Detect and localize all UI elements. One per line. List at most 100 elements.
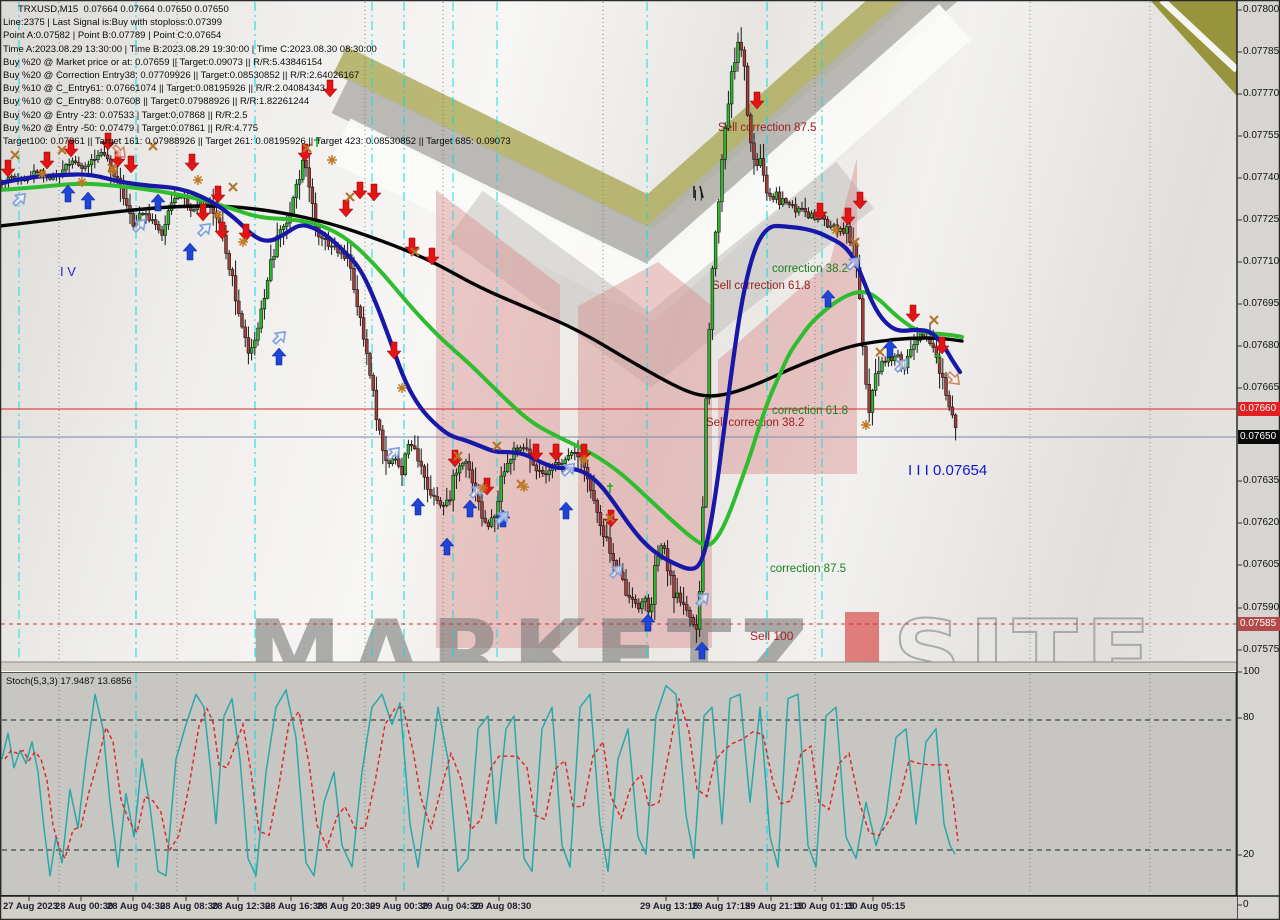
watermark-m-middle <box>578 262 712 648</box>
exit-cross-icon <box>453 451 463 461</box>
candle <box>912 344 916 350</box>
exit-cross-icon <box>10 150 20 160</box>
candle <box>243 326 247 338</box>
candle <box>486 521 491 527</box>
candle <box>265 279 270 299</box>
candle <box>393 458 398 461</box>
candle <box>105 154 110 160</box>
candle <box>931 343 935 348</box>
time-axis-label: 30 Aug 05:15 <box>847 901 906 912</box>
price-axis-label: 0.07740 <box>1243 172 1280 183</box>
candle <box>601 525 606 537</box>
buy-entry-50-line: Buy %20 @ Entry -50: 0.07479 | Target:0.… <box>3 122 259 134</box>
times-line: Time A:2023.08.29 13:30:00 | Time B:2023… <box>3 43 377 55</box>
chart-annotation: Sell correction 87.5 <box>718 122 816 134</box>
candle <box>710 268 715 330</box>
stoch-axis-label: 80 <box>1243 712 1255 723</box>
sell-arrow-icon <box>386 341 402 360</box>
exit-cross-icon <box>345 192 355 202</box>
buy-entry88-line: Buy %10 @ C_Entry88: 0.07608 || Target:0… <box>3 96 310 108</box>
candle <box>301 159 305 180</box>
candle <box>464 461 468 464</box>
candle <box>563 459 567 464</box>
hollow-up-arrow-icon <box>694 592 710 608</box>
watermark-corner-stripe <box>1159 1 1237 73</box>
candle <box>733 62 737 72</box>
candle <box>147 213 151 221</box>
candle <box>633 598 638 604</box>
price-axis-label: 0.07695 <box>1243 298 1280 309</box>
time-axis-label: 30 Aug 01:15 <box>796 901 855 912</box>
candle <box>64 163 68 171</box>
candle <box>329 245 334 248</box>
price-axis-label: 0.07635 <box>1243 475 1280 486</box>
buy-arrow-icon <box>150 193 166 212</box>
candle <box>160 229 164 236</box>
candle <box>825 219 830 228</box>
star-marker-icon <box>238 237 248 247</box>
candle <box>611 553 615 561</box>
candle <box>672 574 676 599</box>
buy-market-line: Buy %20 @ Market price or at: 0.07659 ||… <box>3 56 323 68</box>
candle <box>758 158 763 166</box>
candle <box>595 500 599 513</box>
points-line: Point A:0.07582 | Point B:0.07789 | Poin… <box>3 30 222 42</box>
candle <box>787 202 791 205</box>
sell-arrow-icon <box>123 155 139 174</box>
time-axis-label: 28 Aug 04:30 <box>107 901 166 912</box>
price-axis-label: 0.07680 <box>1243 340 1280 351</box>
price-axis-label: 0.07710 <box>1243 256 1280 267</box>
hollow-down-arrow-icon <box>945 370 961 386</box>
candle <box>534 464 539 472</box>
candle <box>457 465 462 474</box>
time-axis-label: 28 Aug 12:30 <box>212 901 271 912</box>
price-axis-label: 0.07605 <box>1243 559 1280 570</box>
candle <box>752 142 756 160</box>
candle <box>557 462 561 465</box>
candle <box>937 357 942 374</box>
candle <box>877 371 881 375</box>
time-axis-label: 29 Aug 21:15 <box>745 901 804 912</box>
candle <box>768 192 772 197</box>
hollow-up-arrow-icon <box>271 330 287 346</box>
signal-info-panel: TRXUSD,M15 0.07664 0.07664 0.07650 0.076… <box>3 3 511 148</box>
candle <box>953 414 958 428</box>
sell-arrow-icon <box>238 223 254 242</box>
exit-cross-icon <box>929 315 939 325</box>
price-axis-label: 0.07665 <box>1243 382 1280 393</box>
candle <box>797 207 801 213</box>
star-marker-icon <box>327 155 337 165</box>
candle <box>867 383 871 413</box>
buy-arrow-icon <box>640 613 656 632</box>
candle <box>438 500 443 506</box>
time-axis-bg <box>0 896 1237 920</box>
candle <box>192 209 196 212</box>
candle <box>355 289 359 307</box>
candle <box>102 152 107 156</box>
candle <box>445 499 449 506</box>
candle <box>707 329 711 400</box>
candle <box>358 306 363 318</box>
candle <box>947 395 951 408</box>
candle <box>80 165 84 169</box>
candle <box>521 447 526 450</box>
candle <box>765 174 769 194</box>
candle <box>537 469 542 472</box>
time-axis-label: 29 Aug 04:30 <box>422 901 481 912</box>
candle <box>406 443 411 455</box>
candle <box>803 207 807 213</box>
time-axis-label: 28 Aug 20:30 <box>317 901 376 912</box>
star-marker-icon <box>77 177 87 187</box>
candles <box>1 27 958 643</box>
watermark-brand-left: MARKETZ <box>247 601 816 711</box>
price-axis-label: 0.07575 <box>1243 644 1280 655</box>
sell-arrow-icon <box>297 143 313 162</box>
candle <box>691 616 695 625</box>
candle <box>307 167 311 188</box>
exit-cross-icon <box>875 347 885 357</box>
candle <box>294 183 299 199</box>
candle <box>416 448 420 462</box>
candle <box>483 517 487 523</box>
watermark-brand-right: SITE <box>893 601 1158 711</box>
